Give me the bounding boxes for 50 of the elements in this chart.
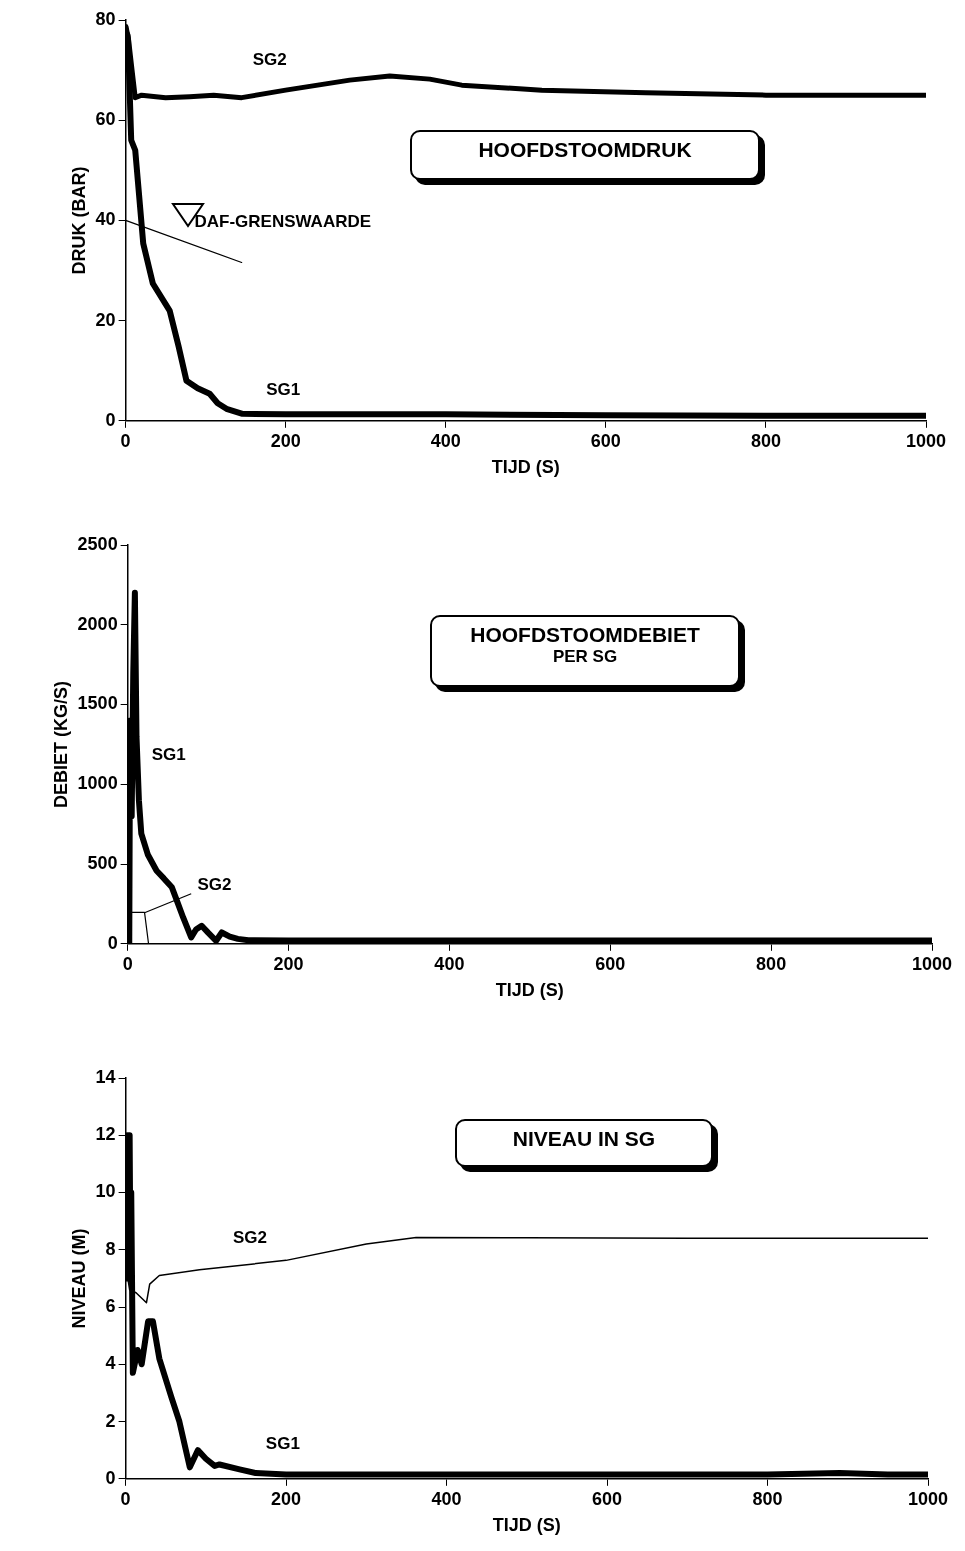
x-tick-label: 600 xyxy=(592,1488,623,1509)
x-tick-label: 800 xyxy=(752,1488,783,1509)
y-tick-label: 20 xyxy=(95,309,116,330)
y-tick-label: 0 xyxy=(105,409,116,430)
y-tick-label: 0 xyxy=(105,1467,116,1488)
y-tick-label: 2 xyxy=(105,1410,116,1431)
x-tick-label: 0 xyxy=(120,430,131,451)
y-tick-label: 60 xyxy=(95,109,116,130)
y-tick-label: 80 xyxy=(95,8,116,29)
x-tick-label: 600 xyxy=(590,430,621,451)
series-label: SG1 xyxy=(265,1434,300,1454)
y-tick-label: 6 xyxy=(105,1296,116,1316)
series-label: SG2 xyxy=(232,1228,268,1248)
y-tick-label: 500 xyxy=(87,853,118,874)
x-tick-label: 0 xyxy=(122,953,133,974)
x-tick-label: 0 xyxy=(120,1488,131,1509)
y-axis-title: DRUK (BAR) xyxy=(68,166,89,275)
y-axis-title: NIVEAU (M) xyxy=(68,1228,89,1329)
y-tick-label: 2000 xyxy=(77,613,118,634)
series-label: SG1 xyxy=(266,380,301,400)
x-tick-label: 600 xyxy=(595,953,626,974)
x-tick-label: 400 xyxy=(431,1488,462,1509)
x-axis-title: TIJD (S) xyxy=(492,1515,561,1536)
y-tick-label: 1000 xyxy=(77,773,118,794)
y-tick-label: 40 xyxy=(95,209,116,230)
y-tick-label: 8 xyxy=(105,1238,116,1259)
series-label: SG1 xyxy=(151,745,186,765)
series-label: SG2 xyxy=(252,49,287,69)
x-tick-label: 1000 xyxy=(907,1488,949,1509)
y-tick-label: 12 xyxy=(95,1124,116,1145)
series-label: DAF-GRENSWAARDE xyxy=(194,212,372,232)
x-tick-label: 800 xyxy=(756,953,787,974)
x-tick-label: 200 xyxy=(270,430,301,451)
y-tick-label: 10 xyxy=(95,1181,116,1202)
x-tick-label: 400 xyxy=(430,430,461,451)
y-axis-title: DEBIET (KG/S) xyxy=(50,680,71,808)
x-tick-label: 400 xyxy=(434,953,465,974)
y-tick-label: 1500 xyxy=(77,693,118,714)
x-tick-label: 1000 xyxy=(911,953,953,974)
x-tick-label: 200 xyxy=(271,1488,302,1509)
y-tick-label: 0 xyxy=(107,932,118,953)
y-tick-label: 14 xyxy=(95,1066,116,1087)
x-axis-title: TIJD (S) xyxy=(495,980,564,1001)
text: SG2 xyxy=(197,875,232,895)
x-tick-label: 1000 xyxy=(905,430,947,451)
x-axis-title: TIJD (S) xyxy=(491,457,560,478)
x-tick-label: 200 xyxy=(273,953,304,974)
y-tick-label: 2500 xyxy=(77,533,118,554)
x-tick-label: 800 xyxy=(750,430,781,451)
y-tick-label: 4 xyxy=(105,1353,116,1374)
